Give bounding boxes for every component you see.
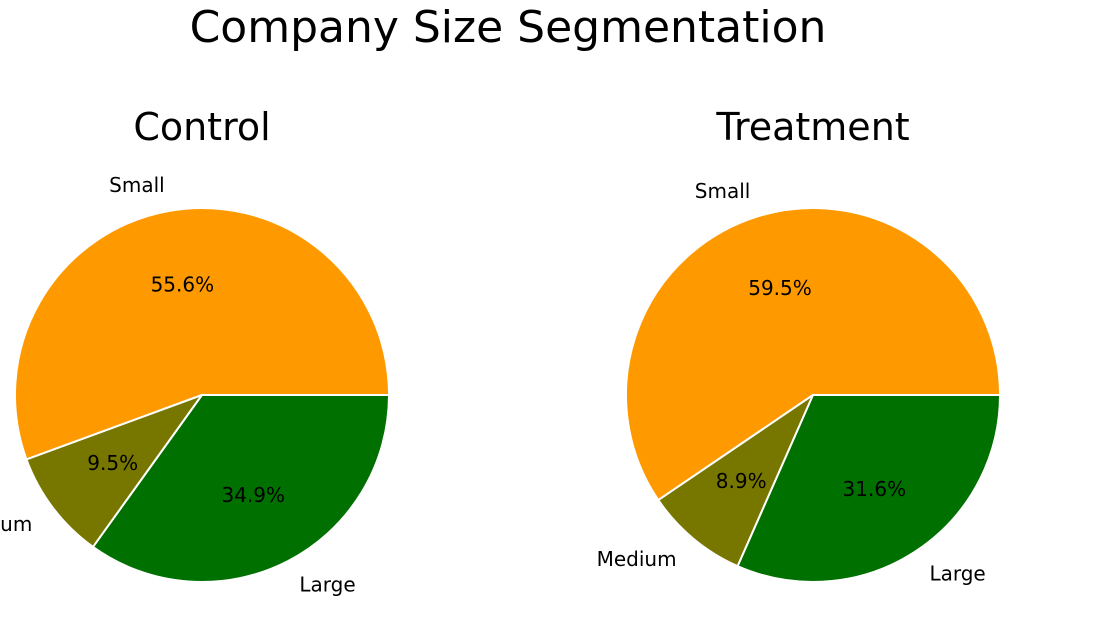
control-slice-medium (25, 394, 203, 548)
treatment-percent-medium: 8.9% (716, 469, 767, 493)
treatment-label-small: Small (695, 179, 751, 203)
control-percent-medium: 9.5% (87, 451, 138, 475)
treatment-slice-small (625, 206, 1001, 502)
treatment-label-large: Large (929, 562, 985, 586)
control-slice-large (92, 394, 390, 583)
treatment-pie: Treatment Small 59.5% Medium 8.9% Large 31.6% (597, 105, 1001, 586)
control-label-small: Small (109, 173, 165, 197)
control-label-large: Large (299, 573, 355, 597)
treatment-slice-large (736, 394, 1001, 583)
control-slice-small (14, 206, 390, 461)
control-title: Control (133, 105, 270, 149)
control-pie: Control Small 55.6% Medium 9.5% Large 34.9% (0, 105, 390, 597)
figure-title: Company Size Segmentation (189, 2, 827, 53)
control-percent-small: 55.6% (151, 273, 215, 297)
treatment-percent-small: 59.5% (748, 276, 812, 300)
control-label-medium: Medium (0, 512, 32, 536)
control-percent-large: 34.9% (221, 483, 285, 507)
treatment-title: Treatment (715, 105, 909, 149)
treatment-slice-medium (657, 394, 814, 568)
treatment-label-medium: Medium (597, 547, 677, 571)
treatment-percent-large: 31.6% (843, 477, 907, 501)
